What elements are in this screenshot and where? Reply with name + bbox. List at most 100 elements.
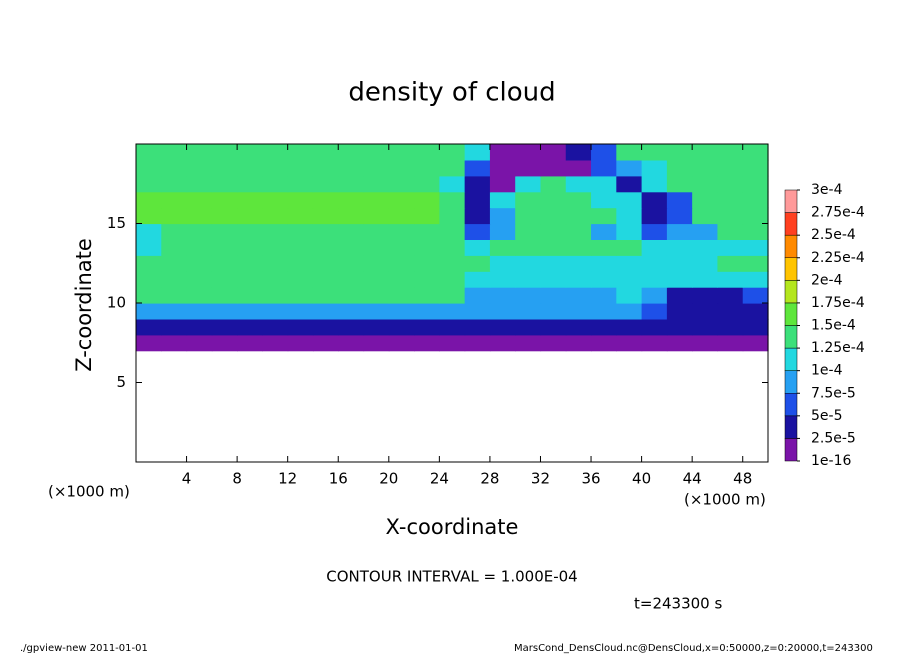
cell [464, 159, 491, 177]
cell [237, 207, 263, 225]
colorbar-label: 2.75e-4 [811, 205, 865, 221]
cell [692, 271, 719, 288]
cell [237, 303, 263, 320]
cell [666, 223, 693, 240]
cell [616, 271, 643, 288]
colorbar-band [784, 325, 798, 349]
cell [717, 159, 744, 177]
cell [136, 239, 162, 256]
cell [515, 175, 542, 193]
cell [489, 207, 516, 225]
cell [439, 175, 466, 193]
colorbar-band [784, 393, 798, 417]
cell [717, 144, 744, 161]
cell [287, 303, 314, 320]
cell [591, 303, 617, 320]
x-tick-label: 16 [329, 470, 348, 488]
cell [591, 287, 617, 304]
footer-right: MarsCond_DensCloud.nc@DensCloud,x=0:5000… [514, 643, 873, 654]
cell [591, 318, 617, 336]
cell [312, 271, 339, 288]
cell [692, 175, 719, 193]
colorbar-band [784, 234, 798, 259]
cell [161, 144, 188, 161]
cell [237, 255, 263, 272]
cell [742, 255, 769, 272]
cell [489, 303, 516, 320]
cell [464, 255, 491, 272]
cell [211, 175, 238, 193]
cell [211, 271, 238, 288]
cell [161, 207, 188, 225]
cell [439, 287, 466, 304]
cell [489, 175, 516, 193]
cell [666, 271, 693, 288]
cell [742, 191, 769, 209]
cell [161, 271, 188, 288]
cell [388, 191, 415, 209]
cell [237, 175, 263, 193]
cell [338, 144, 365, 161]
cell [414, 318, 440, 336]
colorbar-label: 1e-4 [811, 363, 843, 379]
cell [515, 144, 542, 161]
cell [363, 271, 390, 288]
cell [742, 239, 769, 256]
cell [742, 175, 769, 193]
cell [515, 303, 542, 320]
colorbar-label: 7.5e-5 [811, 385, 856, 401]
cell [287, 239, 314, 256]
cell [692, 239, 719, 256]
cell [641, 271, 668, 288]
cell [489, 334, 516, 352]
cell [161, 191, 188, 209]
cell [540, 271, 567, 288]
cell [616, 144, 643, 161]
cell [666, 334, 693, 352]
cell [641, 303, 668, 320]
cell [591, 175, 617, 193]
cell [312, 318, 339, 336]
cell [641, 255, 668, 272]
cell [338, 318, 365, 336]
cell [641, 287, 668, 304]
cell [161, 303, 188, 320]
cell [565, 191, 592, 209]
cell [439, 255, 466, 272]
colorbar-band [784, 302, 798, 326]
cell [692, 144, 719, 161]
cell [641, 223, 668, 240]
cell [338, 334, 365, 352]
cell [464, 287, 491, 304]
cell [439, 271, 466, 288]
colorbar-label: 1.25e-4 [811, 340, 865, 356]
cell [439, 207, 466, 225]
cell [591, 191, 617, 209]
cell [692, 223, 719, 240]
cell [717, 318, 744, 336]
cell [338, 255, 365, 272]
cell [717, 175, 744, 193]
x-axis-unit: (×1000 m) [684, 491, 766, 509]
cell [211, 287, 238, 304]
cell [287, 159, 314, 177]
cell [666, 159, 693, 177]
cell [237, 334, 263, 352]
cell [591, 144, 617, 161]
cell [186, 287, 213, 304]
cell [388, 287, 415, 304]
cell [616, 191, 643, 209]
cell [338, 191, 365, 209]
cell [287, 318, 314, 336]
cell [186, 303, 213, 320]
cell [211, 318, 238, 336]
cell [641, 207, 668, 225]
colorbar-label: 1e-16 [811, 453, 851, 469]
cell [565, 318, 592, 336]
cell [591, 159, 617, 177]
cell [388, 144, 415, 161]
cell [287, 287, 314, 304]
cell [489, 191, 516, 209]
cell [363, 223, 390, 240]
cell [287, 223, 314, 240]
